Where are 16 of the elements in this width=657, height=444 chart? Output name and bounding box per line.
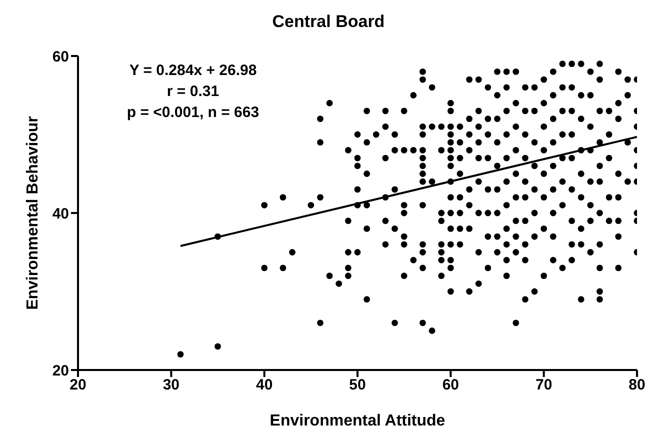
y-tick-label: 60 [52, 48, 69, 66]
y-tick-label: 20 [52, 362, 69, 380]
y-tick-label: 40 [52, 205, 69, 222]
annotation: Y = 0.284x + 26.98 [128, 61, 258, 81]
x-tick-label: 30 [162, 376, 180, 394]
annotation: r = 0.31 [166, 82, 220, 102]
chart-title: Central Board [271, 12, 386, 32]
x-tick-label: 40 [256, 376, 273, 394]
x-tick-label: 70 [535, 376, 552, 394]
x-tick-label: 50 [349, 376, 366, 394]
x-axis-title: Environmental Attitude [270, 412, 446, 430]
annotation: p = <0.001, n = 663 [126, 103, 260, 123]
x-tick-label: 80 [628, 376, 646, 394]
x-tick-label: 60 [442, 376, 460, 394]
x-tick-label: 20 [70, 376, 86, 394]
y-axis-title: Environmental Behaviour [24, 116, 42, 310]
